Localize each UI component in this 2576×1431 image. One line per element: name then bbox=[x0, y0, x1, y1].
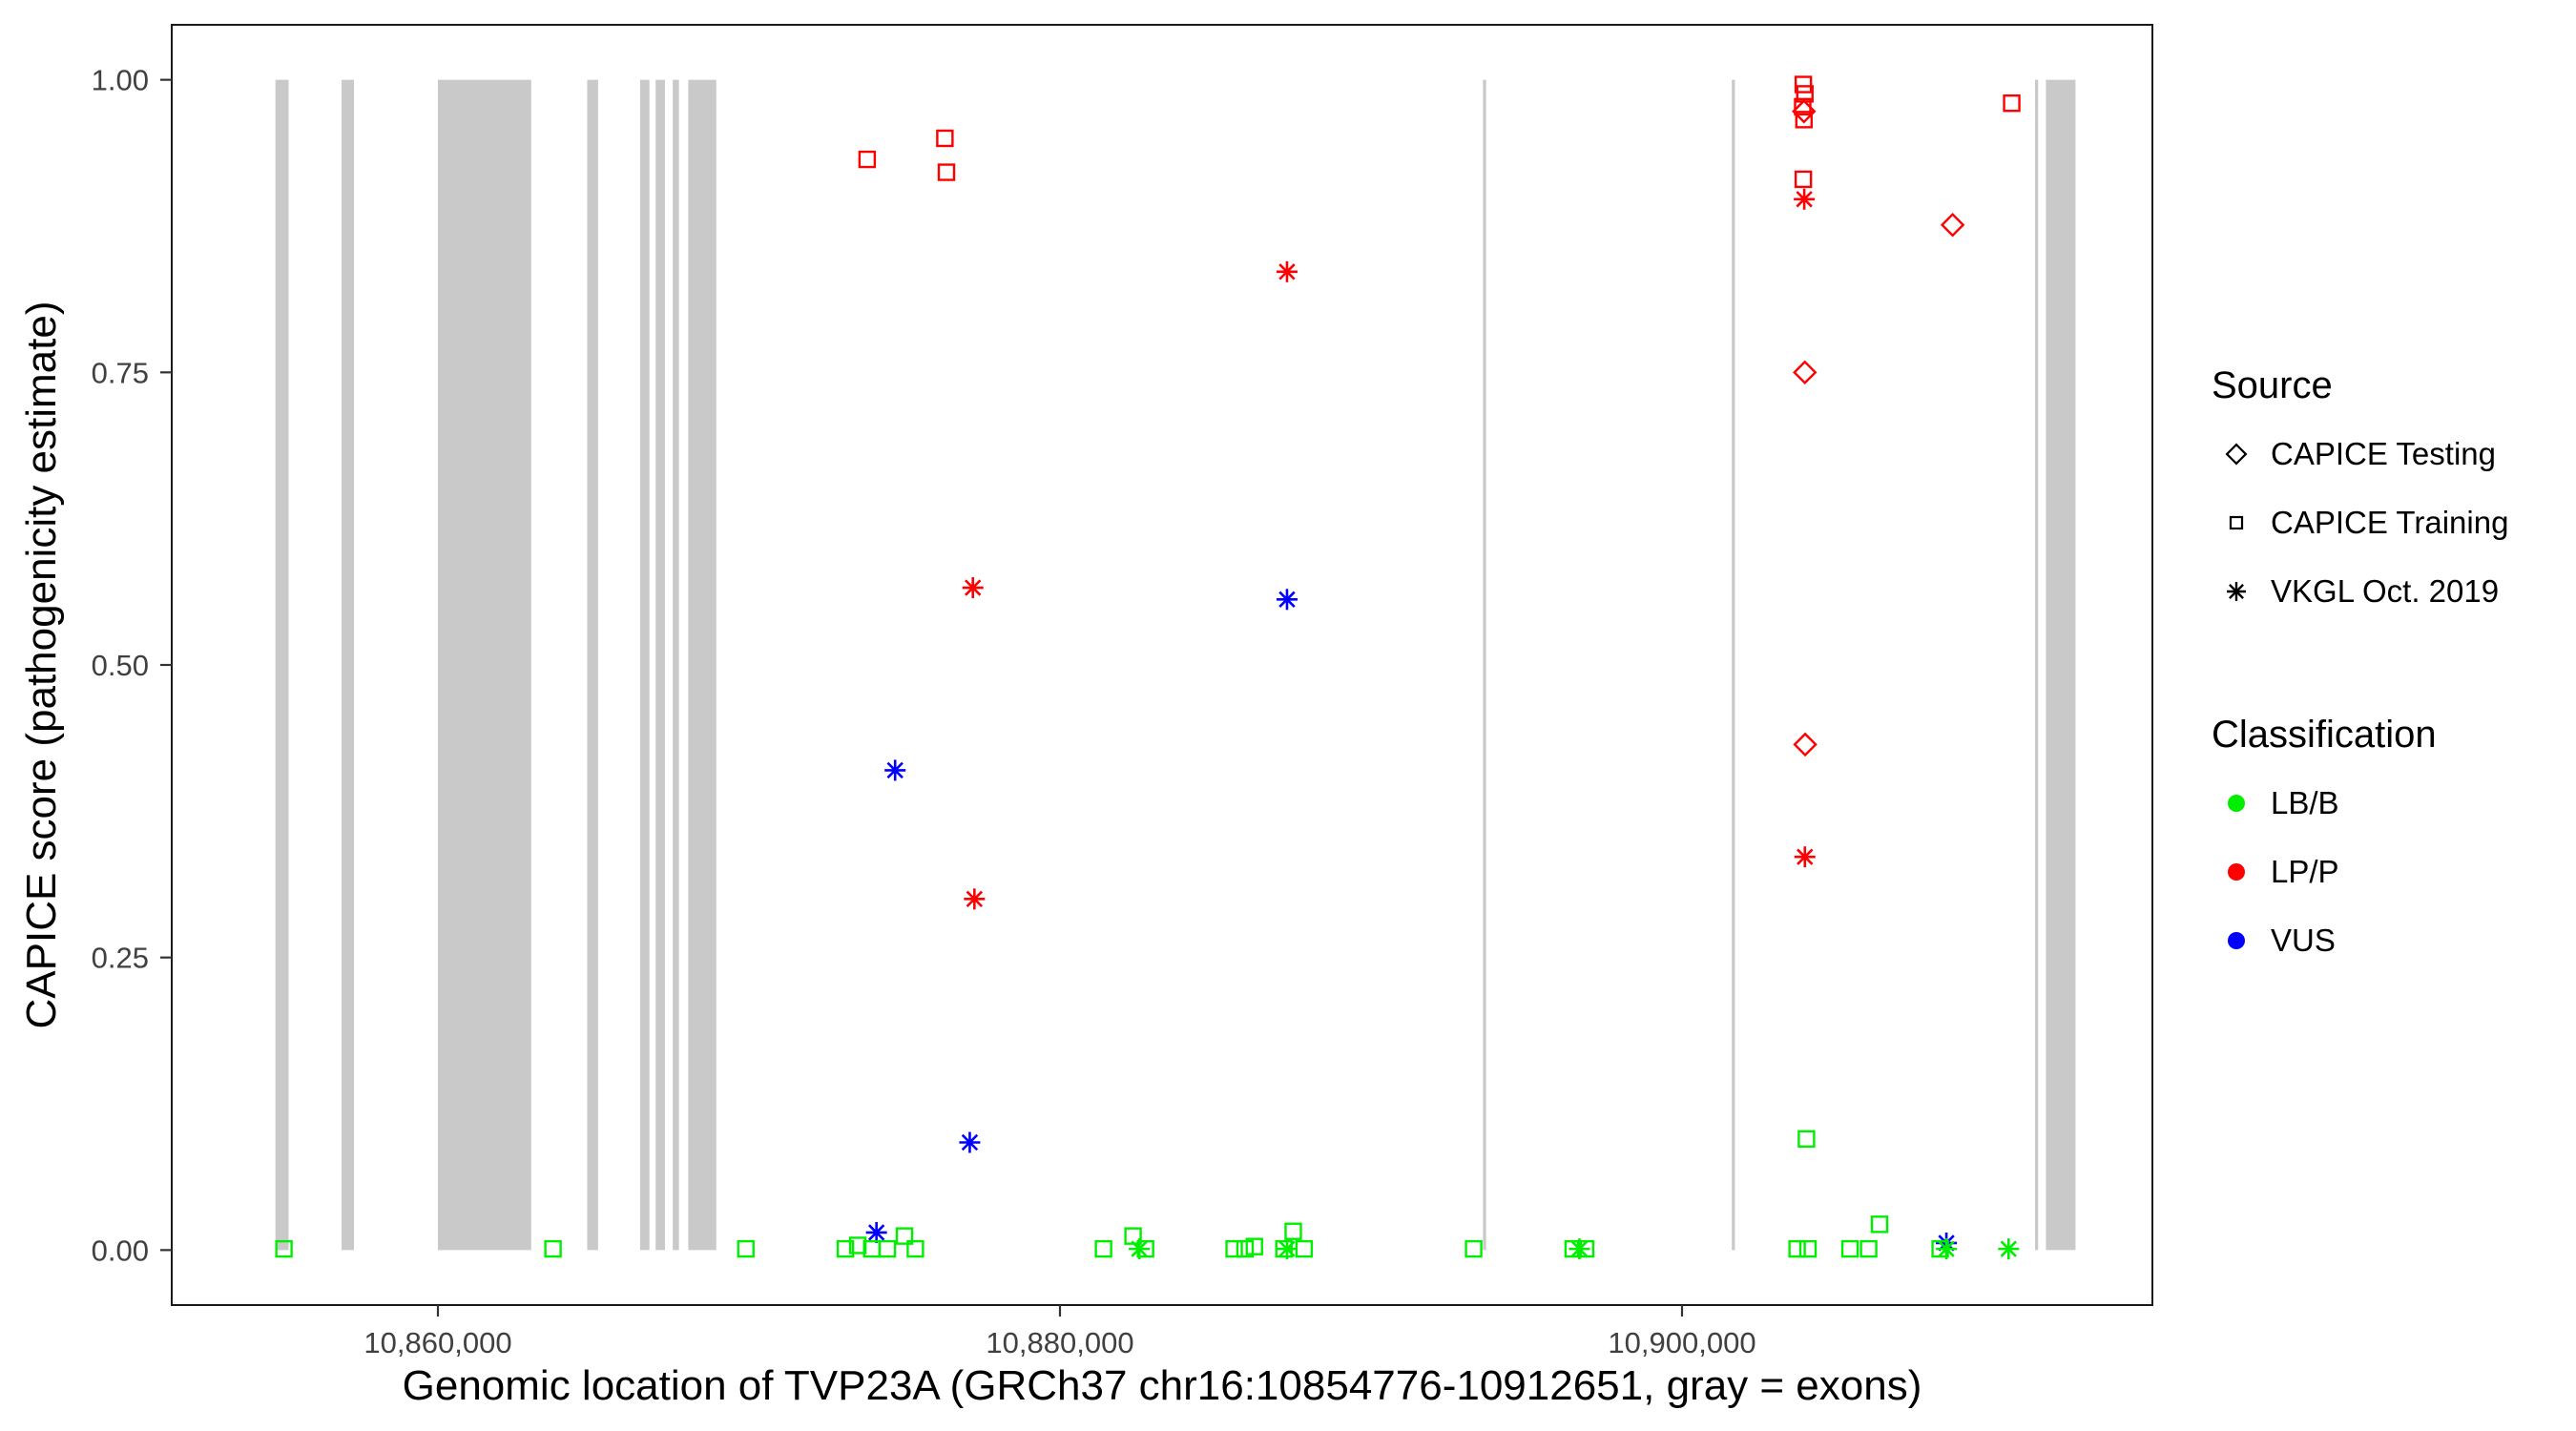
point-asterisk bbox=[1276, 589, 1298, 611]
legend-label-vus: VUS bbox=[2271, 923, 2336, 958]
exon-bar bbox=[639, 79, 650, 1251]
legend-source-title: Source bbox=[2212, 363, 2333, 406]
exon-bar bbox=[655, 79, 665, 1251]
point-asterisk bbox=[1936, 1238, 1958, 1260]
legend-item-vkgl: VKGL Oct. 2019 bbox=[2212, 557, 2508, 626]
exon-bar bbox=[341, 79, 354, 1251]
point-square bbox=[1094, 1239, 1112, 1258]
legend-classification-group: Classification LB/B LP/P bbox=[2212, 700, 2508, 975]
y-tick-label: 0.00 bbox=[92, 1234, 149, 1267]
point-asterisk bbox=[1568, 1238, 1590, 1260]
y-axis-title: CAPICE score (pathogenicity estimate) bbox=[18, 301, 65, 1029]
x-tick-label: 10,860,000 bbox=[364, 1326, 511, 1359]
point-square bbox=[2003, 93, 2021, 113]
point-square bbox=[1798, 1239, 1818, 1258]
point-square bbox=[1245, 1237, 1263, 1255]
legend-item-capice-testing: CAPICE Testing bbox=[2212, 420, 2508, 488]
point-square bbox=[1236, 1239, 1255, 1258]
point-square bbox=[737, 1239, 755, 1258]
exon-bar bbox=[2046, 79, 2076, 1251]
legend-label-capice-testing: CAPICE Testing bbox=[2271, 436, 2496, 471]
point-asterisk bbox=[1794, 188, 1816, 210]
x-tick-label: 10,880,000 bbox=[986, 1326, 1133, 1359]
point-diamond bbox=[1792, 99, 1817, 124]
point-square bbox=[906, 1239, 924, 1258]
legend-label-lbb: LB/B bbox=[2271, 785, 2339, 820]
exon-bar bbox=[275, 79, 289, 1251]
legend-item-capice-training: CAPICE Training bbox=[2212, 488, 2508, 557]
point-square bbox=[836, 1239, 855, 1258]
point-asterisk bbox=[884, 759, 906, 781]
exon-bar bbox=[673, 79, 679, 1251]
point-square bbox=[1465, 1239, 1483, 1258]
legend-item-lbb: LB/B bbox=[2212, 769, 2508, 838]
point-asterisk bbox=[865, 1221, 887, 1243]
point-square bbox=[1870, 1215, 1889, 1234]
legend-label-lpp: LP/P bbox=[2271, 854, 2339, 889]
legend: Source CAPICE Testing CAPICE Training bbox=[2212, 351, 2508, 975]
square-icon bbox=[2217, 504, 2255, 542]
y-tick-label: 0.50 bbox=[92, 649, 149, 682]
exon-bar bbox=[2035, 79, 2039, 1251]
point-square bbox=[275, 1239, 293, 1258]
point-square bbox=[937, 163, 956, 181]
point-square bbox=[544, 1239, 562, 1258]
exon-bar bbox=[1732, 79, 1735, 1251]
point-asterisk bbox=[1794, 846, 1816, 868]
y-tick-label: 0.75 bbox=[92, 356, 149, 389]
legend-source-group: Source CAPICE Testing CAPICE Training bbox=[2212, 351, 2508, 626]
point-square bbox=[1225, 1239, 1243, 1258]
legend-label-capice-training: CAPICE Training bbox=[2271, 505, 2509, 540]
blue-circle-icon bbox=[2217, 922, 2255, 960]
point-square bbox=[1788, 1239, 1806, 1258]
x-axis-title: Genomic location of TVP23A (GRCh37 chr16… bbox=[402, 1362, 1922, 1409]
point-square bbox=[1794, 75, 1813, 93]
point-square bbox=[848, 1236, 867, 1255]
point-square bbox=[1284, 1222, 1302, 1240]
red-circle-icon bbox=[2217, 853, 2255, 891]
point-square bbox=[1859, 1239, 1878, 1258]
exon-bar bbox=[437, 79, 531, 1251]
point-square bbox=[895, 1227, 914, 1245]
point-asterisk bbox=[1276, 1238, 1298, 1260]
point-square bbox=[1797, 1130, 1816, 1149]
point-square bbox=[1795, 111, 1813, 129]
point-asterisk bbox=[1276, 260, 1298, 282]
point-square bbox=[936, 129, 954, 148]
point-asterisk bbox=[1129, 1238, 1151, 1260]
point-square bbox=[858, 150, 877, 169]
point-square bbox=[1295, 1239, 1314, 1258]
point-square bbox=[1794, 170, 1813, 189]
point-asterisk bbox=[1998, 1238, 2020, 1260]
legend-item-lpp: LP/P bbox=[2212, 838, 2508, 906]
point-diamond bbox=[1793, 732, 1818, 757]
exon-bar bbox=[587, 79, 598, 1251]
asterisk-icon bbox=[2217, 572, 2255, 611]
point-diamond bbox=[1793, 360, 1818, 385]
y-tick-label: 1.00 bbox=[92, 64, 149, 97]
y-tick-label: 0.25 bbox=[92, 942, 149, 975]
point-square bbox=[878, 1239, 897, 1258]
green-circle-icon bbox=[2217, 784, 2255, 822]
point-asterisk bbox=[959, 1131, 981, 1153]
point-square bbox=[1840, 1239, 1859, 1258]
point-diamond bbox=[1940, 213, 1965, 238]
exon-bar bbox=[688, 79, 717, 1251]
exon-bar bbox=[1483, 79, 1486, 1251]
point-asterisk bbox=[962, 577, 984, 599]
point-asterisk bbox=[964, 888, 986, 910]
x-tick-label: 10,900,000 bbox=[1608, 1326, 1755, 1359]
legend-label-vkgl: VKGL Oct. 2019 bbox=[2271, 573, 2500, 609]
diamond-icon bbox=[2217, 435, 2255, 473]
legend-item-vus: VUS bbox=[2212, 906, 2508, 975]
legend-classification-title: Classification bbox=[2212, 713, 2437, 756]
